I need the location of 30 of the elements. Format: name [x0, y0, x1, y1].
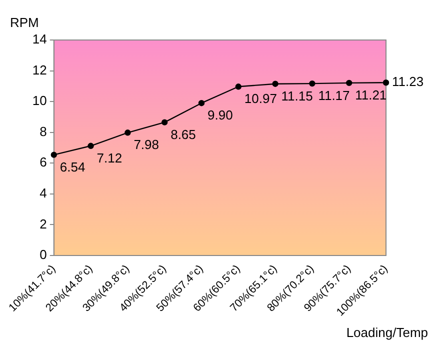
y-tick-label: 14	[32, 32, 47, 47]
y-tick-label: 2	[40, 216, 47, 232]
data-label: 8.65	[170, 126, 196, 142]
data-label: 7.12	[96, 150, 122, 166]
point	[161, 119, 168, 126]
data-label: 9.90	[207, 108, 233, 123]
data-label: 10.97	[244, 91, 277, 106]
data-label: 6.54	[60, 159, 86, 174]
y-axis-title: RPM	[10, 15, 39, 30]
y-tick-label: 10	[32, 93, 47, 108]
data-label: 11.23	[392, 74, 424, 90]
point	[272, 80, 278, 87]
data-label: 11.17	[318, 88, 350, 104]
data-label: 7.98	[134, 137, 159, 152]
point	[346, 80, 352, 86]
point	[124, 130, 131, 136]
y-tick-label: 0	[40, 247, 47, 262]
data-label: 11.15	[281, 88, 313, 104]
x-axis-title: Loading/Temp	[346, 325, 428, 340]
point	[309, 80, 316, 87]
point	[50, 152, 57, 158]
y-tick-label: 6	[40, 154, 47, 170]
y-tick-label: 4	[40, 185, 47, 200]
point	[235, 84, 242, 90]
y-tick-label: 8	[40, 124, 47, 139]
point	[88, 142, 94, 149]
point	[198, 100, 205, 106]
data-label: 11.21	[355, 88, 387, 103]
y-tick-label: 12	[32, 62, 47, 78]
point	[382, 80, 390, 86]
